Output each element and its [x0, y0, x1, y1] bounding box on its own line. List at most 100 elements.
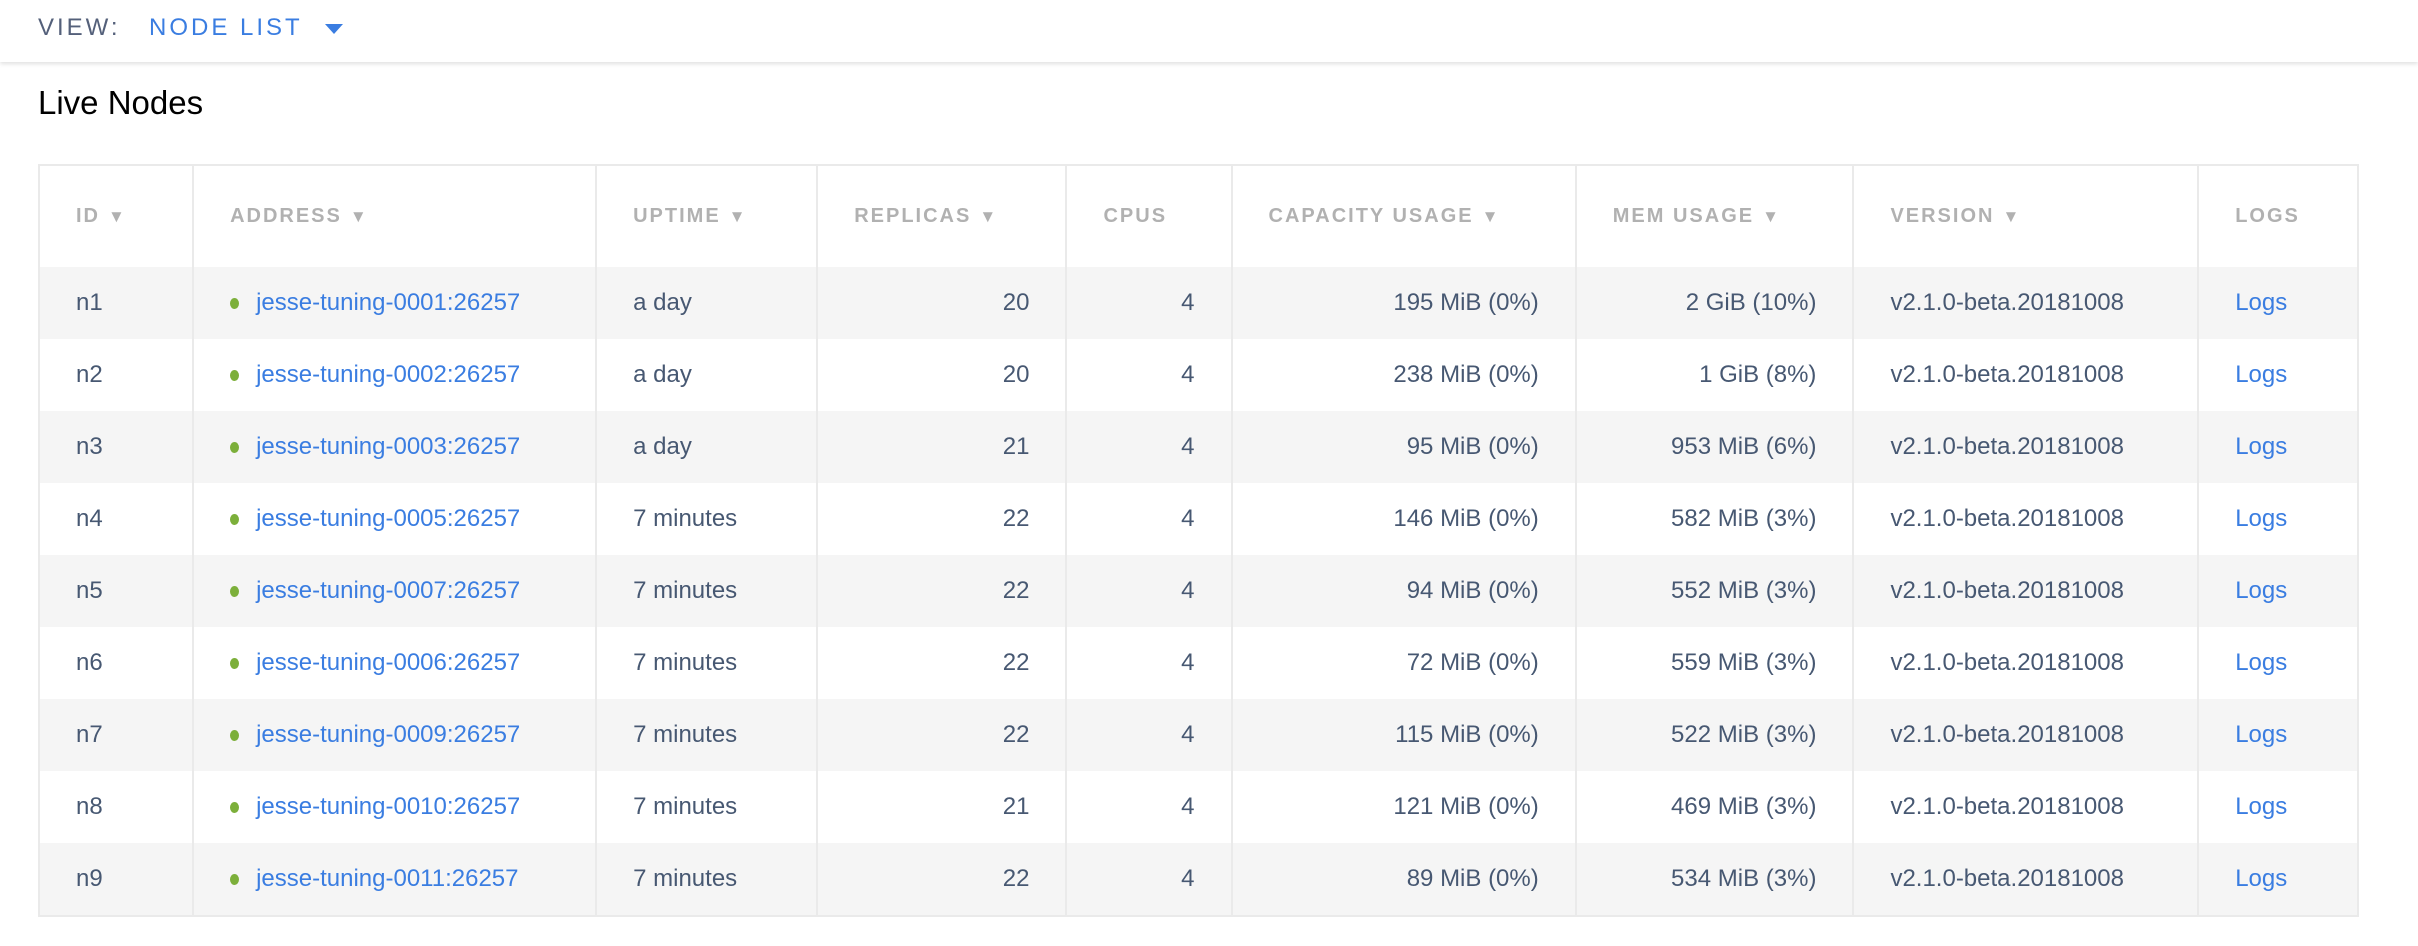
cell-logs: Logs [2197, 339, 2358, 411]
cell-cpus-value: 4 [1181, 793, 1195, 820]
cell-logs: Logs [2197, 267, 2358, 339]
cell-cpus: 4 [1065, 627, 1232, 699]
column-header-label: ADDRESS [230, 205, 342, 227]
cell-replicas: 22 [816, 627, 1067, 699]
cell-capacity: 146 MiB (0%) [1230, 483, 1576, 555]
cell-capacity-value: 121 MiB (0%) [1393, 793, 1539, 820]
cell-cpus-value: 4 [1181, 361, 1195, 388]
node-address-link[interactable]: jesse-tuning-0001:26257 [256, 289, 521, 316]
cell-replicas: 22 [816, 843, 1067, 916]
cell-version-value: v2.1.0-beta.20181008 [1890, 361, 2124, 388]
cell-mem: 552 MiB (3%) [1574, 555, 1854, 627]
cell-id-value: n6 [76, 649, 103, 676]
sort-arrow-icon: ▼ [2002, 207, 2022, 226]
sort-arrow-icon: ▼ [108, 207, 127, 226]
column-header-label: UPTIME [633, 205, 721, 227]
node-address-link[interactable]: jesse-tuning-0002:26257 [256, 361, 521, 388]
cell-mem: 534 MiB (3%) [1574, 843, 1854, 916]
column-header-id[interactable]: ID ▼ [37, 165, 194, 267]
cell-mem-value: 582 MiB (3%) [1671, 505, 1817, 532]
cell-logs: Logs [2197, 771, 2358, 843]
logs-link[interactable]: Logs [2235, 505, 2288, 532]
node-address-link[interactable]: jesse-tuning-0010:26257 [256, 793, 521, 820]
column-header-uptime[interactable]: UPTIME ▼ [595, 165, 818, 267]
cell-id: n5 [37, 555, 194, 627]
cell-cpus-value: 4 [1181, 289, 1195, 316]
cell-version: v2.1.0-beta.20181008 [1852, 411, 2199, 483]
cell-mem: 582 MiB (3%) [1574, 483, 1854, 555]
column-header-replicas[interactable]: REPLICAS ▼ [816, 165, 1067, 267]
cell-cpus: 4 [1065, 843, 1232, 916]
cell-capacity: 238 MiB (0%) [1230, 339, 1576, 411]
cell-cpus-value: 4 [1181, 865, 1195, 892]
cell-uptime-value: 7 minutes [633, 793, 738, 820]
logs-link[interactable]: Logs [2235, 361, 2288, 388]
live-status-dot-icon [230, 370, 240, 382]
cell-version-value: v2.1.0-beta.20181008 [1890, 433, 2124, 460]
logs-link[interactable]: Logs [2235, 721, 2288, 748]
cell-replicas-value: 22 [1002, 721, 1030, 748]
page-title: Live Nodes [38, 84, 204, 121]
node-address-link[interactable]: jesse-tuning-0003:26257 [256, 433, 521, 460]
cell-version-value: v2.1.0-beta.20181008 [1890, 865, 2124, 892]
live-status-dot-icon [230, 802, 240, 814]
cell-replicas-value: 20 [1002, 361, 1030, 388]
logs-link[interactable]: Logs [2235, 793, 2288, 820]
cell-version-value: v2.1.0-beta.20181008 [1890, 577, 2124, 604]
column-header-mem-usage[interactable]: MEM USAGE ▼ [1574, 165, 1854, 267]
cell-logs: Logs [2197, 411, 2358, 483]
cell-mem-value: 1 GiB (8%) [1699, 361, 1817, 388]
cell-replicas-value: 21 [1002, 433, 1030, 460]
column-header-version[interactable]: VERSION ▼ [1852, 165, 2199, 267]
cell-replicas-value: 22 [1002, 505, 1030, 532]
node-address-link[interactable]: jesse-tuning-0006:26257 [256, 649, 521, 676]
cell-replicas-value: 21 [1002, 793, 1030, 820]
column-header-label: MEM USAGE [1612, 205, 1755, 227]
table-row: n6 jesse-tuning-0006:26257 7 minutes 22 4 72 … [37, 627, 2358, 699]
cell-version: v2.1.0-beta.20181008 [1852, 627, 2199, 699]
sort-arrow-icon: ▼ [1762, 207, 1781, 226]
logs-link[interactable]: Logs [2235, 577, 2288, 604]
node-address-link[interactable]: jesse-tuning-0005:26257 [256, 505, 521, 532]
node-address-link[interactable]: jesse-tuning-0011:26257 [256, 865, 519, 892]
live-status-dot-icon [230, 874, 240, 886]
cell-mem-value: 534 MiB (3%) [1671, 865, 1817, 892]
view-dropdown-value: NODE LIST [149, 14, 303, 41]
cell-version: v2.1.0-beta.20181008 [1852, 339, 2199, 411]
nodes-table: ID ▼ ADDRESS ▼ UPTIME ▼ REPLICAS ▼ CPUS CAPACITY … [37, 164, 2359, 917]
cell-uptime-value: 7 minutes [633, 577, 738, 604]
cell-capacity-value: 95 MiB (0%) [1406, 433, 1539, 460]
cell-cpus: 4 [1065, 555, 1232, 627]
view-dropdown[interactable]: NODE LIST [149, 14, 343, 42]
logs-link[interactable]: Logs [2235, 433, 2288, 460]
cell-capacity: 94 MiB (0%) [1230, 555, 1576, 627]
cell-replicas: 21 [816, 411, 1067, 483]
cell-capacity-value: 146 MiB (0%) [1393, 505, 1539, 532]
cell-id-value: n8 [76, 793, 103, 820]
node-address-link[interactable]: jesse-tuning-0009:26257 [256, 721, 521, 748]
live-status-dot-icon [230, 442, 240, 454]
cell-id: n8 [37, 771, 194, 843]
column-header-address[interactable]: ADDRESS ▼ [192, 165, 597, 267]
cell-address: jesse-tuning-0005:26257 [192, 483, 597, 555]
column-header-capacity-usage[interactable]: CAPACITY USAGE ▼ [1230, 165, 1576, 267]
cell-capacity: 121 MiB (0%) [1230, 771, 1576, 843]
cell-replicas: 20 [816, 267, 1067, 339]
cell-id: n6 [37, 627, 194, 699]
cell-uptime: 7 minutes [595, 483, 818, 555]
logs-link[interactable]: Logs [2235, 649, 2288, 676]
column-header-label: LOGS [2235, 205, 2300, 227]
cell-address: jesse-tuning-0006:26257 [192, 627, 597, 699]
cell-capacity: 195 MiB (0%) [1230, 267, 1576, 339]
caret-down-icon [324, 23, 343, 34]
sort-arrow-icon: ▼ [979, 207, 999, 226]
column-header-label: ID [76, 205, 100, 227]
cell-replicas: 22 [816, 483, 1067, 555]
column-header-label: VERSION [1890, 205, 1995, 227]
node-address-link[interactable]: jesse-tuning-0007:26257 [256, 577, 521, 604]
cell-address: jesse-tuning-0001:26257 [192, 267, 597, 339]
cell-uptime-value: 7 minutes [633, 865, 738, 892]
cell-address: jesse-tuning-0002:26257 [192, 339, 597, 411]
logs-link[interactable]: Logs [2235, 865, 2288, 892]
logs-link[interactable]: Logs [2235, 289, 2288, 316]
